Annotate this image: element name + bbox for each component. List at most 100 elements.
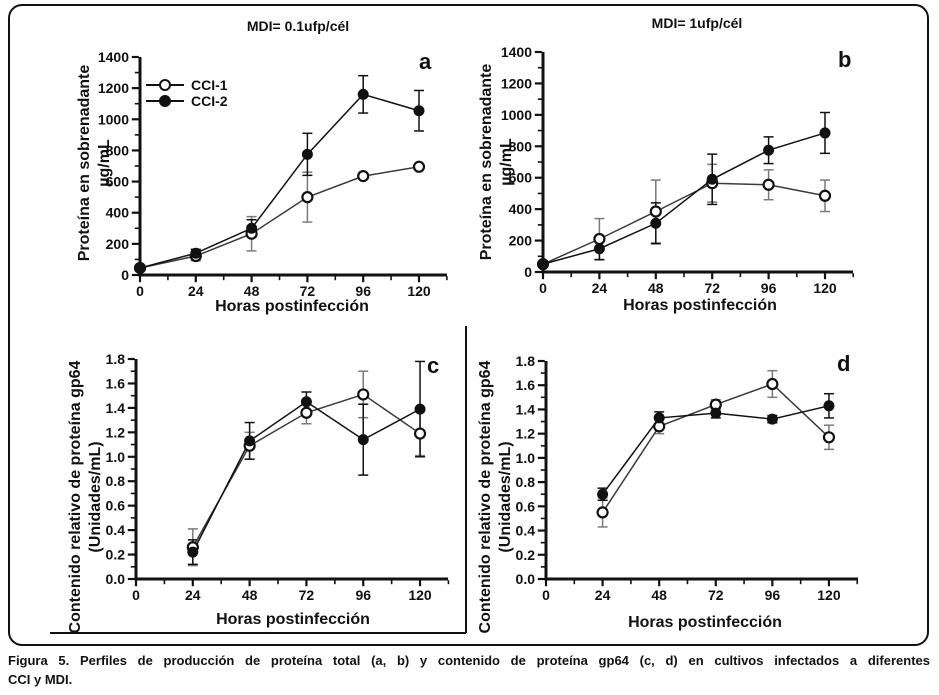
legend-item-cci2: CCI-2 — [146, 93, 228, 109]
svg-text:120: 120 — [813, 280, 837, 296]
svg-text:96: 96 — [355, 587, 371, 603]
svg-text:0: 0 — [121, 267, 129, 283]
svg-text:0: 0 — [136, 283, 144, 299]
svg-text:72: 72 — [704, 280, 720, 296]
svg-text:0: 0 — [542, 587, 550, 603]
svg-text:120: 120 — [817, 587, 841, 603]
panel-c-xlabel: Horas postinfección — [216, 611, 370, 628]
svg-text:0: 0 — [539, 280, 547, 296]
panel-c-letter: c — [427, 353, 440, 378]
ylabel-line1: Proteína en sobrenadante — [478, 63, 495, 261]
svg-text:1.2: 1.2 — [516, 426, 536, 442]
panel-b-letter: b — [838, 47, 852, 72]
svg-text:1400: 1400 — [501, 44, 532, 60]
svg-text:1200: 1200 — [501, 75, 532, 91]
svg-text:0.6: 0.6 — [516, 498, 536, 514]
legend-label: CCI-2 — [191, 93, 228, 109]
open-circle-marker-icon — [146, 79, 184, 91]
svg-text:1.0: 1.0 — [106, 449, 126, 465]
panel-b-title: MDI= 1ufp/cél — [651, 15, 743, 31]
svg-text:1.4: 1.4 — [516, 401, 536, 417]
svg-text:0.4: 0.4 — [516, 523, 536, 539]
svg-text:24: 24 — [595, 587, 611, 603]
panel-a-plot: 0 200 400 600 800 1000 1200 1400 0 24 48 72 96 120 — [98, 49, 448, 299]
svg-text:1.8: 1.8 — [106, 351, 126, 367]
svg-text:0: 0 — [132, 587, 140, 603]
svg-text:48: 48 — [244, 283, 260, 299]
svg-text:0.0: 0.0 — [106, 571, 126, 587]
caption-line2: CCI y MDI. — [8, 672, 73, 687]
panel-c-plot: 0.0 0.2 0.4 0.6 0.8 1.0 1.2 1.4 1.6 1.8 0 24 48 72 96 1… — [106, 351, 450, 603]
panel-divider-horizontal — [50, 632, 466, 634]
legend-label: CCI-1 — [191, 77, 228, 93]
svg-text:600: 600 — [106, 174, 130, 190]
svg-text:0.2: 0.2 — [516, 547, 536, 563]
ylabel-line1: Contenido relativo de proteína gp64 — [477, 360, 494, 634]
panel-d-ylabel: Contenido relativo de proteína gp64 (Uni… — [476, 337, 516, 657]
svg-text:200: 200 — [106, 236, 130, 252]
svg-text:120: 120 — [407, 283, 431, 299]
svg-text:72: 72 — [708, 587, 724, 603]
svg-text:1200: 1200 — [98, 80, 129, 96]
svg-text:400: 400 — [106, 205, 130, 221]
svg-text:800: 800 — [106, 142, 130, 158]
figure-caption: Figura 5. Perfiles de producción de prot… — [8, 651, 930, 689]
panel-d-xlabel: Horas postinfección — [628, 614, 782, 631]
svg-text:0.4: 0.4 — [106, 522, 126, 538]
svg-text:0.0: 0.0 — [516, 571, 536, 587]
panel-c-ylabel: Contenido relativo de proteína gp64 (Uni… — [66, 337, 106, 657]
svg-text:48: 48 — [242, 587, 258, 603]
ylabel-line2: µg/mL — [96, 139, 113, 187]
panel-a-ylabel: Proteína en sobrenadante µg/mL — [75, 43, 115, 283]
svg-text:0.8: 0.8 — [106, 473, 126, 489]
svg-text:800: 800 — [509, 138, 533, 154]
svg-text:1.0: 1.0 — [516, 450, 536, 466]
legend: CCI-1 CCI-2 — [146, 77, 228, 109]
svg-text:1.8: 1.8 — [516, 353, 536, 369]
svg-text:1.6: 1.6 — [106, 375, 126, 391]
svg-text:48: 48 — [651, 587, 667, 603]
ylabel-line1: Proteína en sobrenadante — [76, 64, 93, 262]
panel-divider-vertical — [465, 326, 467, 633]
svg-text:1.6: 1.6 — [516, 377, 536, 393]
ylabel-line2: µg/mL — [498, 138, 515, 186]
svg-text:0: 0 — [524, 264, 532, 280]
panel-b-plot: 0 200 400 600 800 1000 1200 1400 0 24 48 72 96 120 — [501, 44, 855, 296]
svg-text:1.4: 1.4 — [106, 400, 126, 416]
svg-text:96: 96 — [761, 280, 777, 296]
panel-d-letter: d — [837, 351, 851, 376]
svg-text:96: 96 — [355, 283, 371, 299]
panel-a-letter: a — [419, 49, 432, 74]
svg-text:0.8: 0.8 — [516, 474, 536, 490]
ylabel-line2: (Unidades/mL) — [497, 441, 514, 553]
panel-d-plot: 0.0 0.2 0.4 0.6 0.8 1.0 1.2 1.4 1.6 1.8 0 24 48 72 96 1… — [516, 353, 859, 603]
svg-text:96: 96 — [765, 587, 781, 603]
svg-text:1400: 1400 — [98, 49, 129, 65]
svg-text:48: 48 — [648, 280, 664, 296]
panel-b-ylabel: Proteína en sobrenadante µg/mL — [477, 42, 517, 282]
svg-text:1000: 1000 — [98, 111, 129, 127]
svg-text:24: 24 — [188, 283, 204, 299]
ylabel-line2: (Unidades/mL) — [87, 441, 104, 553]
caption-line1: Figura 5. Perfiles de producción de prot… — [8, 653, 930, 668]
panel-b-xlabel: Horas postinfección — [623, 297, 777, 314]
svg-text:0.6: 0.6 — [106, 498, 126, 514]
svg-text:24: 24 — [185, 587, 201, 603]
figure-border — [8, 4, 929, 646]
svg-text:1.2: 1.2 — [106, 424, 126, 440]
legend-item-cci1: CCI-1 — [146, 77, 228, 93]
panel-a-title: MDI= 0.1ufp/cél — [246, 18, 350, 34]
svg-text:24: 24 — [592, 280, 608, 296]
svg-text:0.2: 0.2 — [106, 547, 126, 563]
ylabel-line1: Contenido relativo de proteína gp64 — [67, 360, 84, 634]
panel-a-xlabel: Horas postinfección — [215, 298, 369, 315]
svg-text:600: 600 — [509, 170, 533, 186]
svg-text:1000: 1000 — [501, 107, 532, 123]
svg-text:120: 120 — [408, 587, 432, 603]
svg-text:400: 400 — [509, 201, 533, 217]
filled-circle-marker-icon — [146, 95, 184, 107]
svg-text:72: 72 — [300, 283, 316, 299]
svg-text:200: 200 — [509, 233, 533, 249]
